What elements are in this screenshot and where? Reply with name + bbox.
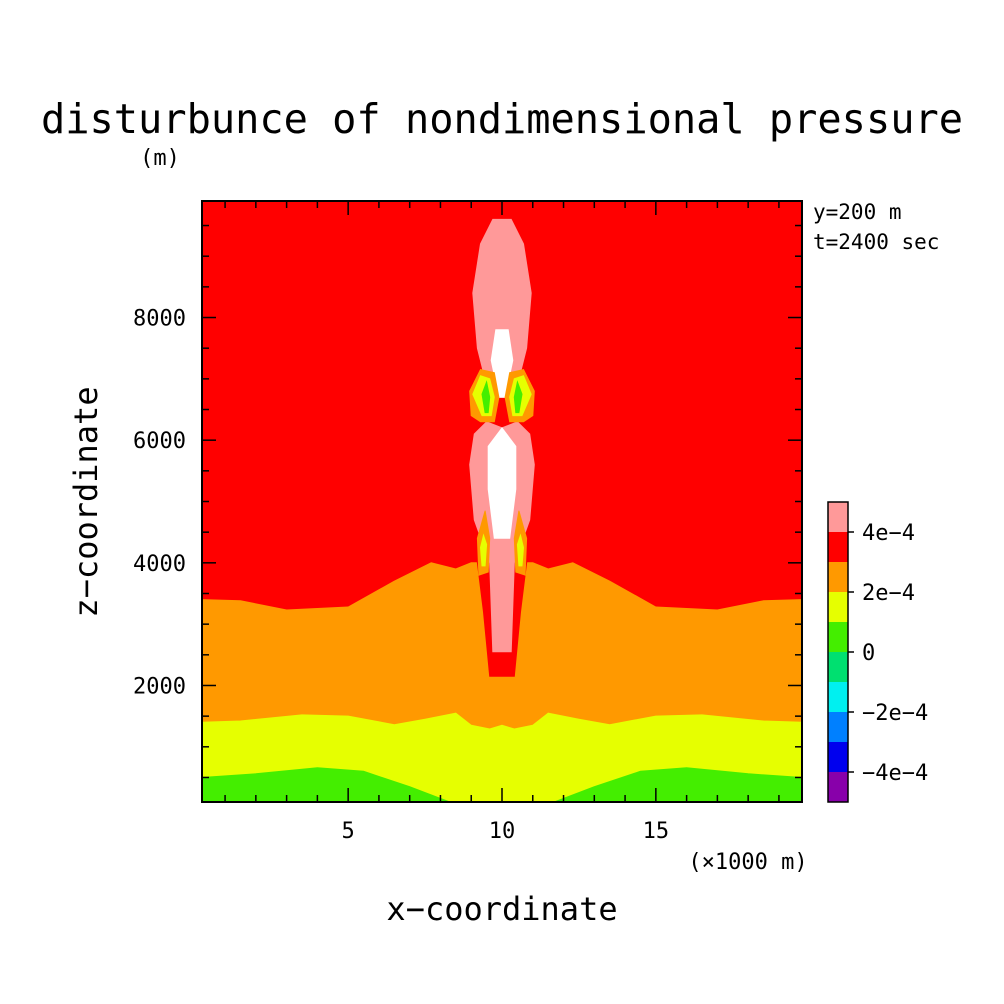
colorbar-tick-label: 4e−4 [862, 521, 915, 546]
y-tick-label: 4000 [133, 552, 186, 577]
plot-area [202, 201, 802, 802]
colorbar-swatch [828, 562, 848, 592]
colorbar-swatch [828, 622, 848, 652]
colorbar-swatch [828, 652, 848, 682]
x-tick-labels: 5 10 15 [342, 819, 670, 844]
colorbar-swatch [828, 682, 848, 712]
plot-frame [201, 200, 803, 803]
y-tick-labels: 2000 4000 6000 8000 [133, 307, 186, 700]
contour-region-white [487, 427, 517, 539]
colorbar-swatch [828, 742, 848, 772]
contour-region-pink [472, 218, 532, 398]
contour-region-yellow [202, 712, 802, 802]
colorbar-swatch [828, 592, 848, 622]
colorbar [827, 501, 849, 803]
x-tick-label: 15 [643, 819, 670, 844]
y-tick-label: 6000 [133, 429, 186, 454]
x-tick-label: 10 [489, 819, 516, 844]
colorbar-swatch [828, 712, 848, 742]
axis-ticks [202, 201, 802, 802]
x-unit-label: (×1000 m) [688, 850, 807, 875]
contour-region-green [202, 767, 450, 802]
y-axis-label: z−coordinate [67, 386, 105, 617]
annotation-t: t=2400 sec [813, 230, 939, 254]
x-tick-label: 5 [342, 819, 355, 844]
chart-title: disturbunce of nondimensional pressure [41, 95, 963, 143]
contour-region-yellow [516, 533, 525, 567]
x-axis-label: x−coordinate [386, 890, 617, 928]
contour-region-green [481, 380, 491, 414]
contour-region-yellow [479, 533, 488, 567]
contour-region-green [513, 380, 523, 414]
colorbar-swatch [828, 502, 848, 532]
colorbar-tick-label: −4e−4 [862, 761, 928, 786]
contour-region-green [554, 767, 802, 802]
colorbar-tick-label: −2e−4 [862, 701, 928, 726]
colorbar-swatch [828, 532, 848, 562]
colorbar-swatch [828, 772, 848, 802]
annotation-y: y=200 m [813, 200, 902, 224]
y-tick-label: 2000 [133, 674, 186, 699]
colorbar-tick-label: 0 [862, 641, 875, 666]
colorbar-tick-label: 2e−4 [862, 581, 915, 606]
y-tick-label: 8000 [133, 307, 186, 332]
colorbar-labels: 4e−4 2e−4 0 −2e−4 −4e−4 [848, 521, 928, 786]
unit-label: (m) [140, 146, 180, 171]
